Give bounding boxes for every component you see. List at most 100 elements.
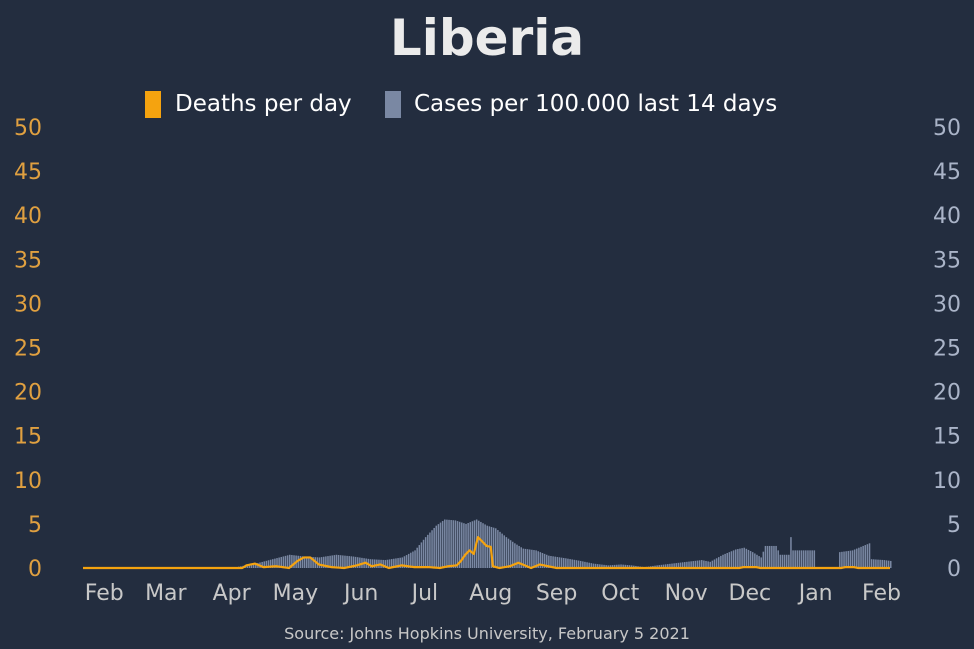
cases-bar bbox=[783, 554, 786, 568]
cases-bar bbox=[792, 550, 794, 568]
cases-bar bbox=[849, 550, 852, 568]
legend-label-cases: Cases per 100.000 last 14 days bbox=[414, 91, 777, 117]
cases-bar bbox=[320, 557, 323, 568]
cases-bar bbox=[577, 560, 580, 568]
cases-bar bbox=[276, 558, 278, 568]
cases-bar bbox=[741, 548, 743, 568]
cases-bar bbox=[754, 553, 756, 568]
cases-bar bbox=[250, 564, 253, 568]
cases-bar bbox=[478, 520, 480, 568]
cases-bar bbox=[562, 557, 565, 568]
cases-bar bbox=[569, 559, 571, 568]
cases-bar bbox=[728, 552, 731, 568]
cases-bar bbox=[403, 556, 406, 568]
cases-bar bbox=[255, 563, 257, 568]
cases-bar bbox=[633, 565, 635, 568]
cases-bar bbox=[359, 557, 361, 568]
cases-bar bbox=[346, 555, 348, 568]
y-right-tick-label: 15 bbox=[933, 425, 961, 450]
cases-bar bbox=[724, 553, 726, 568]
y-left-tick-label: 15 bbox=[14, 425, 42, 450]
y-right-tick-label: 30 bbox=[933, 292, 961, 317]
cases-bar bbox=[305, 556, 308, 568]
cases-bar bbox=[673, 563, 675, 568]
cases-bar bbox=[626, 565, 629, 568]
cases-bar bbox=[265, 560, 268, 568]
cases-bar bbox=[435, 525, 438, 568]
cases-bar bbox=[427, 534, 429, 568]
legend-swatch-deaths bbox=[145, 91, 161, 118]
cases-bar bbox=[444, 519, 446, 568]
cases-bar bbox=[720, 555, 722, 568]
cases-bars bbox=[233, 519, 892, 568]
cases-bar bbox=[410, 552, 412, 568]
cases-bar bbox=[552, 556, 554, 568]
cases-bar bbox=[541, 553, 544, 568]
cases-bar bbox=[779, 554, 782, 568]
cases-bar bbox=[492, 527, 495, 568]
cases-bar bbox=[437, 524, 440, 568]
cases-bar bbox=[590, 563, 593, 568]
y-right-tick-label: 25 bbox=[933, 337, 961, 362]
y-left-tick-label: 50 bbox=[14, 116, 42, 141]
cases-bar bbox=[531, 549, 533, 568]
cases-bar bbox=[700, 560, 703, 568]
cases-bar bbox=[624, 564, 627, 568]
cases-bar bbox=[768, 545, 771, 568]
cases-bar bbox=[537, 551, 539, 568]
cases-bar bbox=[579, 560, 582, 568]
cases-bar bbox=[446, 519, 448, 568]
cases-bar bbox=[318, 557, 321, 568]
cases-bar bbox=[456, 521, 459, 568]
cases-bar bbox=[412, 551, 414, 568]
cases-bar bbox=[384, 560, 387, 568]
cases-bar bbox=[730, 551, 733, 568]
cases-bar bbox=[747, 549, 750, 568]
y-right-tick-label: 50 bbox=[933, 116, 961, 141]
cases-bar bbox=[845, 551, 847, 568]
cases-bar bbox=[469, 522, 472, 568]
cases-bar bbox=[511, 541, 514, 568]
cases-bar bbox=[654, 565, 656, 568]
cases-bar bbox=[269, 559, 272, 568]
y-right-tick-label: 45 bbox=[933, 160, 961, 185]
cases-bar bbox=[870, 559, 873, 568]
cases-bar bbox=[813, 550, 816, 568]
cases-bar bbox=[875, 559, 877, 568]
cases-bar bbox=[528, 549, 531, 568]
y-left-tick-label: 25 bbox=[14, 337, 42, 362]
cases-bar bbox=[554, 556, 556, 568]
cases-bar bbox=[473, 520, 476, 568]
cases-bar bbox=[790, 537, 792, 568]
cases-bar bbox=[599, 564, 601, 568]
cases-bar bbox=[548, 555, 550, 568]
y-left-tick-label: 30 bbox=[14, 292, 42, 317]
x-tick-label: Oct bbox=[601, 581, 639, 606]
x-tick-label: Aug bbox=[469, 581, 512, 606]
cases-bar bbox=[560, 557, 563, 568]
cases-bar bbox=[662, 564, 665, 568]
cases-bar bbox=[439, 522, 442, 568]
cases-bar bbox=[454, 520, 457, 568]
cases-bar bbox=[465, 523, 467, 568]
cases-bar bbox=[397, 558, 399, 568]
cases-bar bbox=[796, 550, 799, 568]
cases-bar bbox=[745, 548, 748, 568]
x-tick-label: Apr bbox=[213, 581, 252, 606]
cases-bar bbox=[329, 555, 331, 568]
cases-bar bbox=[794, 550, 796, 568]
cases-bar bbox=[788, 554, 790, 568]
cases-bar bbox=[620, 564, 622, 568]
cases-bar bbox=[293, 555, 295, 568]
cases-bar bbox=[565, 558, 567, 568]
x-tick-label: Dec bbox=[729, 581, 772, 606]
cases-bar bbox=[879, 559, 881, 568]
cases-bar bbox=[441, 521, 444, 568]
cases-bar bbox=[518, 545, 520, 568]
cases-bar bbox=[376, 559, 378, 568]
cases-bar bbox=[851, 550, 854, 568]
cases-bar bbox=[684, 562, 686, 568]
cases-bar bbox=[352, 556, 355, 568]
cases-bar bbox=[484, 524, 486, 568]
cases-bar bbox=[671, 563, 673, 568]
